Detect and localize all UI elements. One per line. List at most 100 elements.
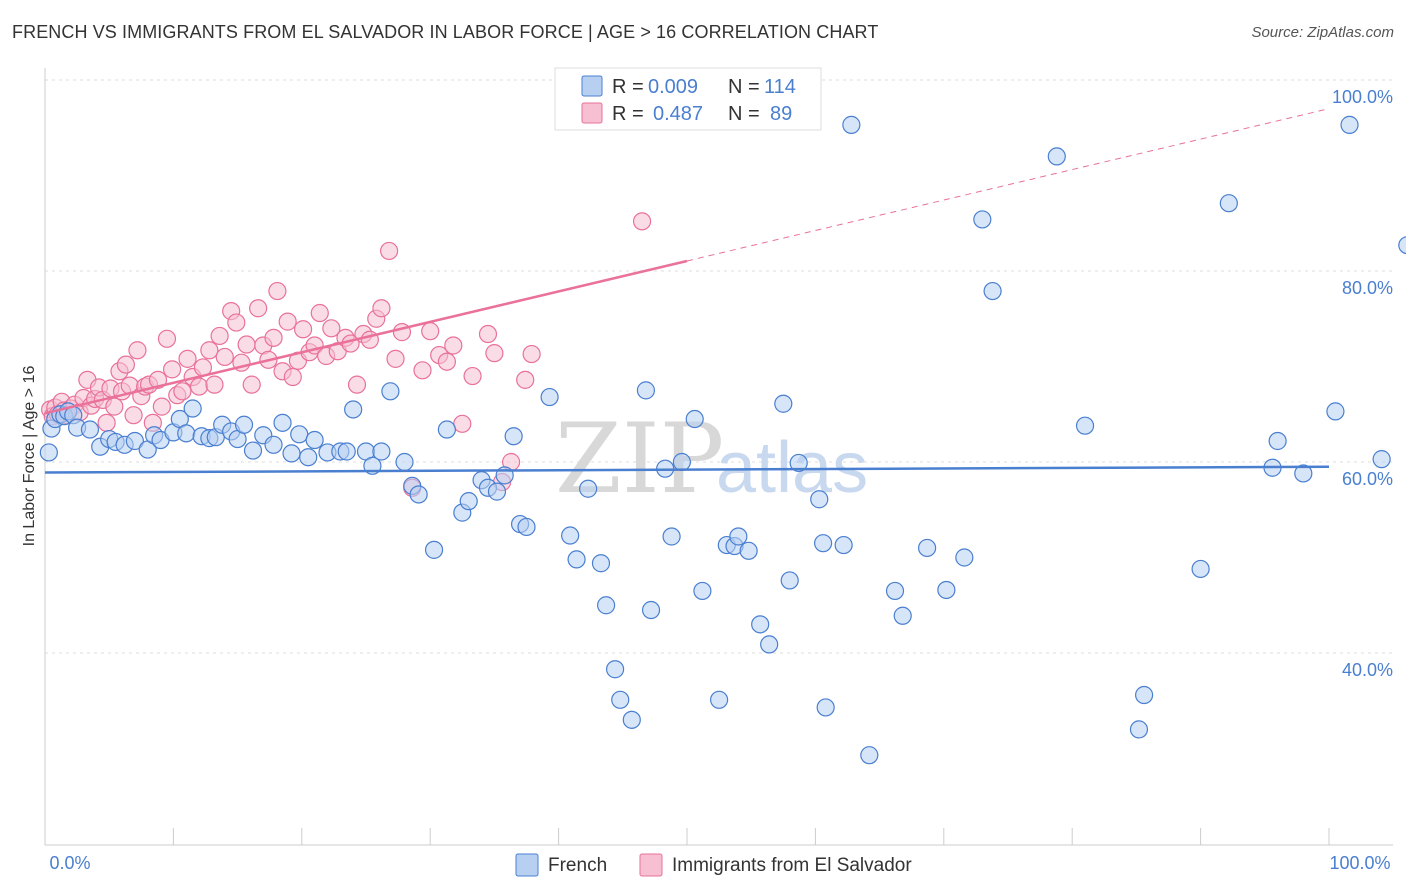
y-tick-label: 100.0% (1332, 87, 1393, 107)
legend-french-r-label: R = (612, 76, 644, 98)
salvador-point (105, 397, 124, 416)
salvador-point (437, 352, 456, 371)
french-point (1047, 147, 1066, 166)
french-point (395, 452, 414, 472)
y-tick-label: 40.0% (1342, 660, 1393, 680)
salvador-point (380, 241, 399, 261)
salvador-point (116, 355, 135, 374)
french-point (409, 485, 428, 504)
salvador-point (215, 347, 234, 367)
y-tick-label: 60.0% (1342, 469, 1393, 489)
french-point (605, 660, 625, 679)
salvador-point (632, 212, 652, 231)
french-point (1340, 115, 1359, 134)
french-point (760, 635, 779, 654)
salvador-trend-line (44, 259, 688, 415)
x-tick-marks (44, 828, 1330, 845)
salvador-point (97, 413, 116, 432)
french-point (591, 554, 611, 573)
french-point (611, 690, 630, 709)
bottom-legend-salvador: Immigrants from El Salvador (672, 855, 912, 876)
legend-swatch-french (581, 75, 603, 97)
french-point (672, 452, 691, 472)
french-point (487, 482, 507, 501)
salvador-point (268, 281, 287, 301)
french-point (567, 550, 586, 569)
salvador-point (163, 360, 182, 379)
y-tick-labels: 100.0% 80.0% 60.0% 40.0% (1332, 87, 1393, 680)
french-point (1326, 402, 1345, 421)
salvador-point (516, 370, 535, 389)
salvador-point (173, 382, 192, 401)
french-point (264, 435, 283, 454)
french-point (597, 596, 616, 615)
french-point (1135, 685, 1154, 705)
french-point (918, 538, 937, 558)
salvador-point (227, 313, 246, 332)
salvador-point (522, 344, 541, 364)
french-point (517, 517, 536, 537)
salvador-point (453, 414, 472, 433)
french-point (1268, 431, 1287, 451)
french-point (739, 541, 758, 560)
french-point (305, 430, 324, 450)
french-point (810, 490, 829, 509)
french-point (641, 600, 661, 620)
salvador-point (178, 349, 197, 368)
legend-french-n-value: 114 (764, 76, 796, 98)
french-point (273, 413, 292, 432)
french-point (437, 420, 456, 439)
french-point (780, 571, 799, 590)
french-point (290, 425, 309, 444)
french-point (1372, 450, 1391, 469)
french-point (39, 443, 58, 462)
french-point (1129, 720, 1149, 739)
french-point (381, 382, 400, 401)
french-point (183, 399, 202, 418)
salvador-point (372, 299, 391, 318)
french-trend-line (44, 465, 1330, 474)
french-point (842, 115, 861, 134)
french-point (234, 415, 254, 434)
french-point (424, 540, 444, 559)
french-point (337, 442, 356, 461)
trend-lines (44, 108, 1330, 474)
y-tick-label: 80.0% (1342, 278, 1393, 298)
french-point (243, 441, 263, 460)
french-point (685, 409, 704, 429)
chart-title: FRENCH VS IMMIGRANTS FROM EL SALVADOR IN… (12, 22, 879, 42)
french-point (1191, 559, 1210, 579)
french-point (893, 606, 912, 625)
salvador-point (283, 367, 302, 387)
bottom-legend-swatch-french (515, 853, 539, 877)
legend-salvador-r-value: 0.487 (653, 103, 703, 125)
french-point (860, 746, 879, 765)
salvador-point (205, 375, 224, 394)
bottom-legend: French Immigrants from El Salvador (515, 853, 912, 877)
french-point (709, 690, 729, 709)
french-point (729, 527, 748, 546)
french-point (1398, 236, 1406, 255)
french-point (177, 424, 196, 443)
top-legend: R = 0.009 N = 114 R = 0.487 N = 89 (554, 67, 822, 131)
salvador-point (463, 366, 482, 386)
french-point (561, 526, 580, 545)
french-point (814, 534, 833, 553)
french-point (662, 527, 681, 546)
salvador-point (189, 377, 209, 396)
salvador-point (485, 344, 504, 363)
salvador-point (237, 335, 256, 354)
french-point (983, 281, 1002, 301)
french-point (299, 448, 318, 467)
legend-french-r-value: 0.009 (648, 76, 698, 98)
legend-salvador-n-value: 89 (770, 103, 792, 125)
french-point (579, 479, 598, 498)
x-tick-label-left: 0.0% (49, 853, 90, 873)
salvador-point (200, 341, 219, 360)
french-point (80, 420, 100, 439)
salvador-point (478, 324, 498, 344)
french-point (540, 387, 559, 407)
salvador-point (157, 329, 177, 348)
salvador-point (347, 375, 367, 394)
